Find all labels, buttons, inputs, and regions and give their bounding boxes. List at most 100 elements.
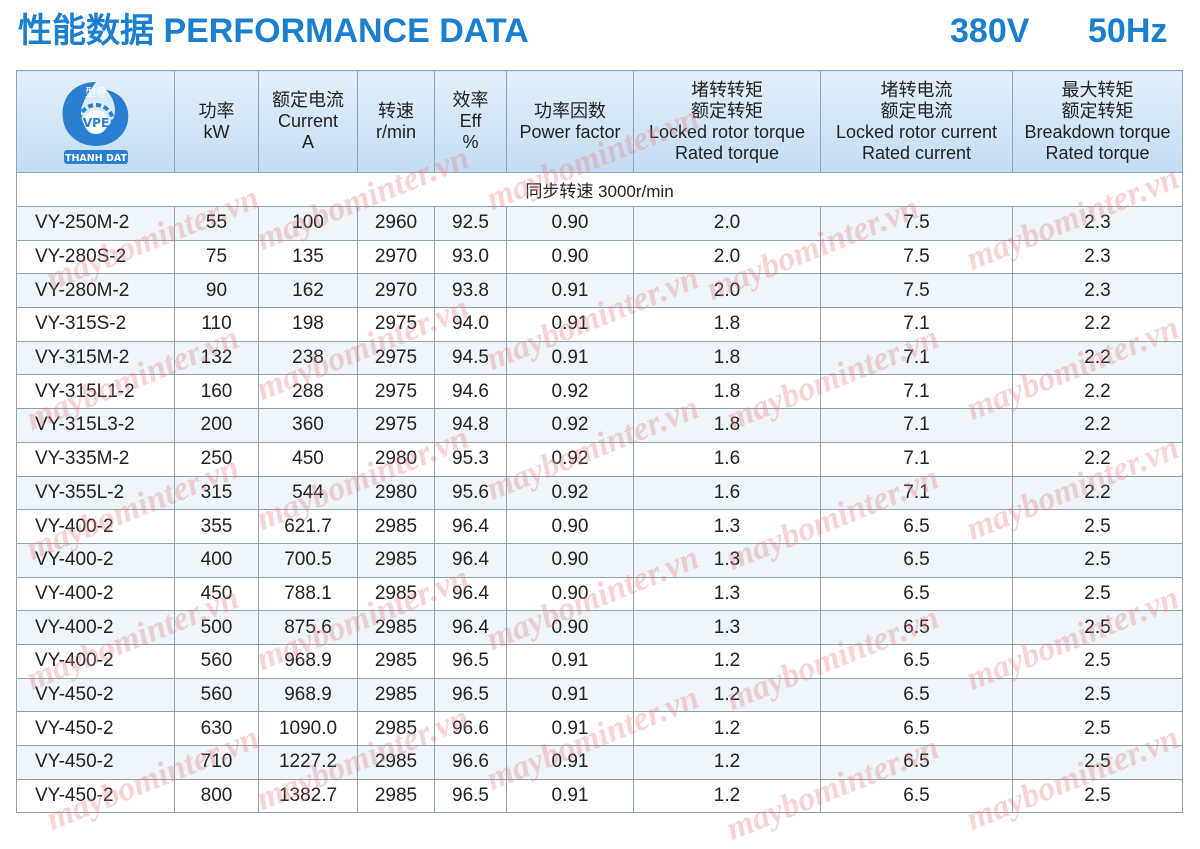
column-header-line: 功率因数 — [534, 100, 606, 121]
cell-speed: 2975 — [357, 374, 435, 410]
cell-power: 250 — [174, 441, 259, 477]
cell-power: 55 — [174, 206, 259, 241]
cell-model: VY-450-2 — [16, 711, 175, 746]
table-row: VY-400-2 355 621.7 2985 96.4 0.90 1.3 6.5 2.5 — [16, 509, 1183, 544]
cell-locked-rotor-current: 7.5 — [820, 239, 1013, 275]
cell-current: 968.9 — [258, 677, 358, 713]
cell-power: 630 — [174, 711, 259, 746]
cell-locked-rotor-torque: 1.3 — [633, 509, 821, 544]
cell-model: VY-400-2 — [16, 610, 175, 645]
cell-efficiency: 94.5 — [434, 340, 507, 376]
cell-locked-rotor-current: 6.5 — [820, 610, 1013, 645]
table-row: VY-400-2 450 788.1 2985 96.4 0.90 1.3 6.5 2.5 — [16, 576, 1183, 612]
cell-efficiency: 96.5 — [434, 643, 507, 679]
column-header-line: kW — [203, 121, 230, 142]
column-header-line: 额定转矩 — [691, 100, 763, 121]
cell-speed: 2970 — [357, 239, 435, 275]
cell-power-factor: 0.90 — [506, 239, 634, 275]
cell-power: 132 — [174, 340, 259, 376]
cell-model: VY-400-2 — [16, 643, 175, 679]
column-header-locked-rotor-current: 堵转电流 额定电流 Locked rotor current Rated curren… — [820, 70, 1013, 173]
cell-model: VY-355L-2 — [16, 475, 175, 511]
cell-power-factor: 0.92 — [506, 475, 634, 511]
table-row: VY-335M-2 250 450 2980 95.3 0.92 1.6 7.1 2.2 — [16, 441, 1183, 477]
cell-locked-rotor-torque: 1.6 — [633, 475, 821, 511]
cell-breakdown-torque: 2.5 — [1012, 576, 1183, 612]
cell-locked-rotor-torque: 1.2 — [633, 643, 821, 679]
cell-model: VY-280M-2 — [16, 273, 175, 309]
cell-power-factor: 0.90 — [506, 542, 634, 578]
cell-breakdown-torque: 2.3 — [1012, 206, 1183, 241]
column-header-line: % — [462, 132, 479, 152]
cell-efficiency: 94.8 — [434, 408, 507, 443]
table-row: VY-315S-2 110 198 2975 94.0 0.91 1.8 7.1 2.2 — [16, 307, 1183, 342]
cell-power: 400 — [174, 542, 259, 578]
cell-breakdown-torque: 2.5 — [1012, 711, 1183, 746]
cell-locked-rotor-current: 7.1 — [820, 441, 1013, 477]
performance-table: VPE 型号 THANH DAT 功率 kW 额定电流 Current A 转速 r/min… — [16, 70, 1183, 814]
cell-model: VY-450-2 — [16, 677, 175, 713]
cell-power: 315 — [174, 475, 259, 511]
table-row: VY-400-2 500 875.6 2985 96.4 0.90 1.3 6.5 2.5 — [16, 610, 1183, 645]
table-row: VY-315M-2 132 238 2975 94.5 0.91 1.8 7.1 2.2 — [16, 340, 1183, 376]
cell-breakdown-torque: 2.3 — [1012, 239, 1183, 275]
cell-breakdown-torque: 2.5 — [1012, 509, 1183, 544]
page-title: 性能数据 PERFORMANCE DATA — [18, 6, 529, 56]
cell-current: 621.7 — [258, 509, 358, 544]
table-row: VY-315L3-2 200 360 2975 94.8 0.92 1.8 7.1 2.2 — [16, 408, 1183, 443]
cell-model: VY-315M-2 — [16, 340, 175, 376]
section-label: 同步转速 3000r/min — [16, 172, 1183, 207]
cell-speed: 2985 — [357, 643, 435, 679]
column-header-line: 转速 — [378, 100, 414, 121]
cell-power: 160 — [174, 374, 259, 410]
cell-breakdown-torque: 2.5 — [1012, 677, 1183, 713]
cell-breakdown-torque: 2.2 — [1012, 408, 1183, 443]
cell-breakdown-torque: 2.2 — [1012, 441, 1183, 477]
cell-locked-rotor-current: 7.1 — [820, 340, 1013, 376]
cell-efficiency: 96.4 — [434, 576, 507, 612]
cell-breakdown-torque: 2.5 — [1012, 745, 1183, 780]
cell-breakdown-torque: 2.5 — [1012, 542, 1183, 578]
column-header-current: 额定电流 Current A — [258, 70, 358, 173]
cell-locked-rotor-torque: 2.0 — [633, 239, 821, 275]
column-header-line: Rated torque — [1045, 142, 1150, 163]
cell-power: 560 — [174, 677, 259, 713]
table-row: VY-355L-2 315 544 2980 95.6 0.92 1.6 7.1 2.2 — [16, 475, 1183, 511]
column-header-line: 额定转矩 — [1061, 100, 1134, 121]
cell-power-factor: 0.91 — [506, 307, 634, 342]
cell-current: 238 — [258, 340, 358, 376]
column-header-line: Locked rotor torque — [648, 121, 806, 142]
table-row: VY-250M-2 55 100 2960 92.5 0.90 2.0 7.5 2.3 — [16, 206, 1183, 241]
cell-power-factor: 0.92 — [506, 374, 634, 410]
cell-efficiency: 92.5 — [434, 206, 507, 241]
cell-current: 288 — [258, 374, 358, 410]
title-chinese: 性能数据 — [18, 12, 154, 50]
cell-speed: 2980 — [357, 441, 435, 477]
cell-power-factor: 0.90 — [506, 576, 634, 612]
column-header-line: 堵转转矩 — [691, 79, 763, 100]
cell-current: 135 — [258, 239, 358, 275]
cell-locked-rotor-current: 7.1 — [820, 307, 1013, 342]
cell-power-factor: 0.92 — [506, 441, 634, 477]
thanh-dat-logo-icon: VPE 型号 THANH DAT — [62, 81, 128, 164]
cell-model: VY-280S-2 — [16, 239, 175, 275]
cell-power: 200 — [174, 408, 259, 443]
table-row: VY-280S-2 75 135 2970 93.0 0.90 2.0 7.5 2.3 — [16, 239, 1183, 275]
cell-speed: 2985 — [357, 509, 435, 544]
table-row: VY-450-2 560 968.9 2985 96.5 0.91 1.2 6.5 2.5 — [16, 677, 1183, 713]
cell-current: 788.1 — [258, 576, 358, 612]
cell-model: VY-315L1-2 — [16, 374, 175, 410]
cell-speed: 2985 — [357, 677, 435, 713]
cell-current: 875.6 — [258, 610, 358, 645]
table-row: VY-450-2 710 1227.2 2985 96.6 0.91 1.2 6.5 2.5 — [16, 745, 1183, 780]
cell-power: 110 — [174, 307, 259, 342]
cell-power-factor: 0.91 — [506, 745, 634, 780]
voltage-label: 380V — [950, 12, 1030, 50]
section-row: 同步转速 3000r/min — [16, 172, 1183, 207]
cell-locked-rotor-current: 7.1 — [820, 408, 1013, 443]
column-header-efficiency: 效率 Eff% — [434, 70, 507, 173]
column-header-line: r/min — [376, 121, 416, 142]
logo-cell: VPE 型号 THANH DAT — [16, 70, 175, 173]
cell-locked-rotor-torque: 1.6 — [633, 441, 821, 477]
cell-power-factor: 0.90 — [506, 206, 634, 241]
